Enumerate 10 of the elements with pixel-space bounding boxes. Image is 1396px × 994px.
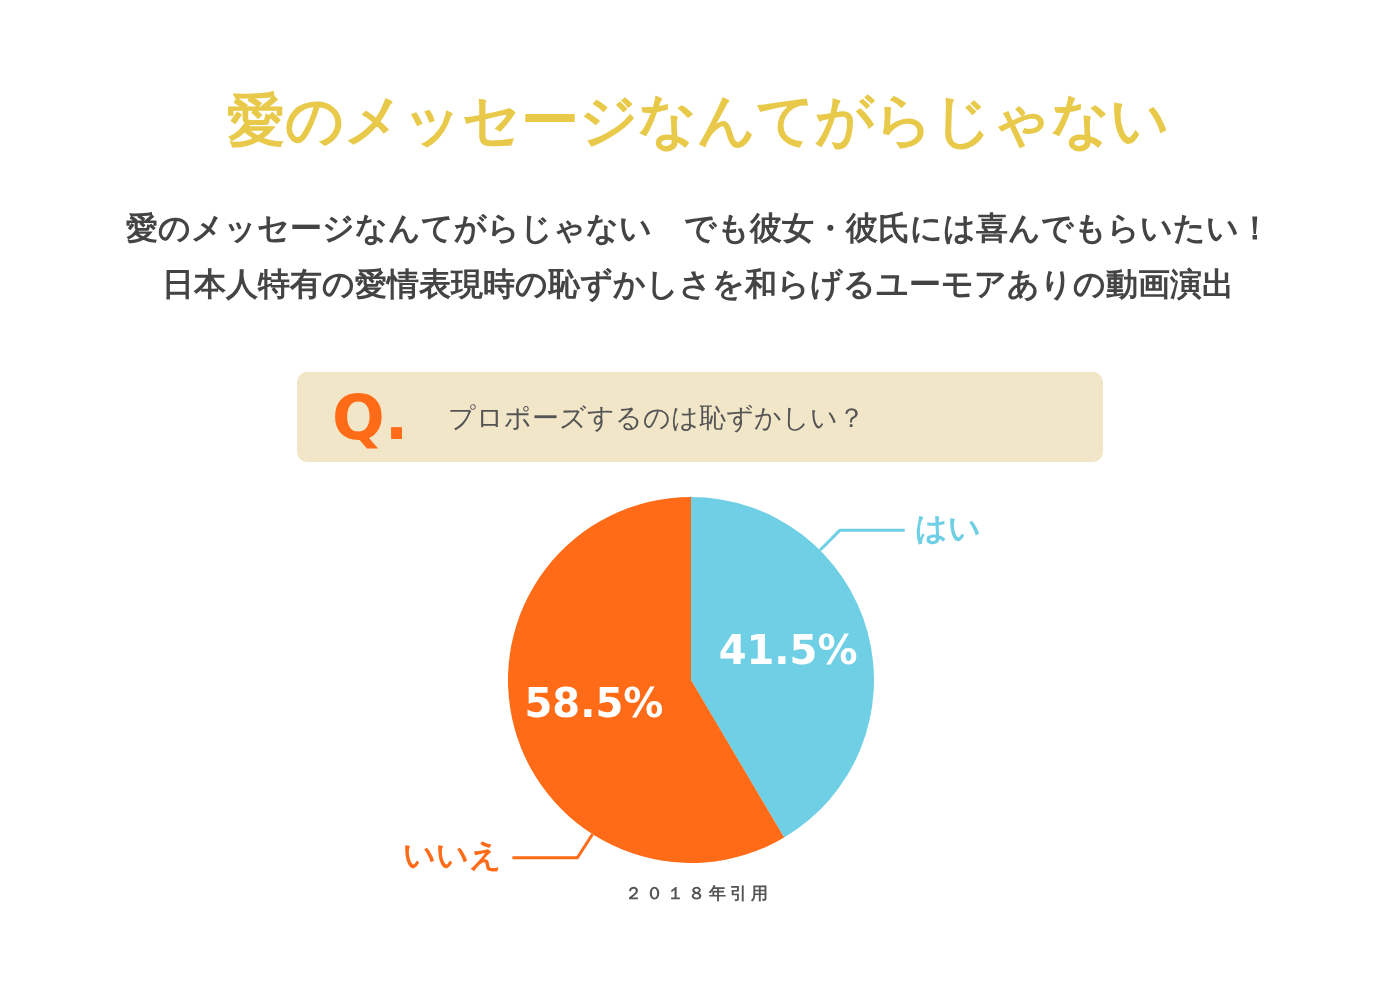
text: Q. (332, 380, 409, 456)
chart-subtitle: 愛のメッセージなんてがらじゃない でも彼女・彼氏には喜んでもらいたい！ (124, 208, 1272, 249)
text: 日本人特有の愛情表現時の恥ずかしさを和らげるユーモアありの動画演出 (161, 264, 1235, 305)
text: ２０１８年引用 (623, 882, 773, 905)
text: プロポーズするのは恥ずかしい？ (448, 401, 865, 435)
slice-label: はい (914, 508, 981, 547)
data-label: 58.5% (524, 679, 664, 726)
data-label: 41.5% (718, 626, 858, 673)
slice-label: いいえ (403, 836, 503, 875)
chart-title: 愛のメッセージなんてがらじゃない (226, 85, 1170, 156)
